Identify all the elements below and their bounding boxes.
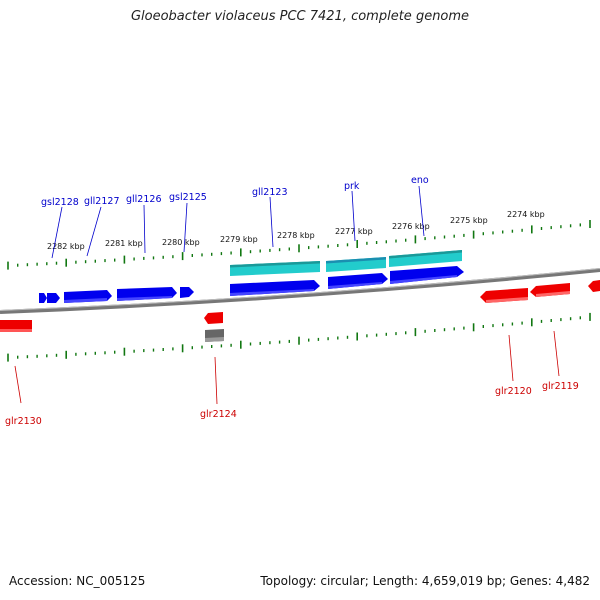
- scale-label-2277: 2277 kbp: [335, 227, 373, 236]
- scale-label-2281: 2281 kbp: [105, 239, 143, 248]
- scale-label-2278: 2278 kbp: [277, 231, 315, 240]
- gene-label-glr2119: glr2119: [542, 381, 579, 392]
- scale-label-2282: 2282 kbp: [47, 242, 85, 251]
- bottom-gene-labels: glr2130 glr2124 glr2120 glr2119: [5, 381, 579, 427]
- gene-arrow-edge: [588, 280, 600, 292]
- scale-label-2280: 2280 kbp: [162, 238, 200, 247]
- scale-label-2275: 2275 kbp: [450, 216, 488, 225]
- genome-summary-text: Topology: circular; Length: 4,659,019 bp…: [260, 574, 590, 588]
- gene-label-gll2127: gll2127: [84, 196, 120, 207]
- gene-arrow-gsl2125: [180, 287, 194, 298]
- genome-backbone-highlight: [0, 268, 600, 311]
- top-gene-labels: gsl2128 gll2127 gll2126 gsl2125 gll2123 …: [41, 175, 429, 208]
- map-title: Gloeobacter violaceus PCC 7421, complete…: [130, 9, 470, 24]
- accession-text: Accession: NC_005125: [9, 574, 146, 588]
- gene-label-glr2120: glr2120: [495, 386, 532, 397]
- reverse-genes: [0, 280, 600, 342]
- gene-label-gsl2128: gsl2128: [41, 197, 79, 208]
- gene-arrow-gsl2128b: [47, 293, 60, 303]
- gene-label-glr2130: glr2130: [5, 416, 42, 427]
- scale-label-2276: 2276 kbp: [392, 222, 430, 231]
- gene-arrow-glr2124: [204, 312, 223, 324]
- gene-label-gsl2125: gsl2125: [169, 192, 207, 203]
- forward-genes: [39, 266, 464, 303]
- upper-scale: 2282 kbp 2281 kbp 2280 kbp 2279 kbp 2278…: [7, 210, 591, 270]
- scale-label-2274: 2274 kbp: [507, 210, 545, 219]
- gene-label-gll2123: gll2123: [252, 187, 288, 198]
- highlight-genes: [230, 250, 462, 276]
- bottom-leader-lines: [14, 330, 560, 405]
- gene-bar-eno-highlight: [389, 250, 462, 267]
- genome-backbone: [0, 268, 600, 314]
- gene-label-gll2126: gll2126: [126, 194, 162, 205]
- gene-label-prk: prk: [344, 181, 360, 192]
- lower-scale: [7, 312, 591, 362]
- top-leader-lines: [51, 185, 425, 259]
- scale-label-2279: 2279 kbp: [220, 235, 258, 244]
- gene-label-eno: eno: [411, 175, 429, 186]
- gene-label-glr2124: glr2124: [200, 409, 237, 420]
- gene-arrow-gsl2128: [39, 293, 47, 303]
